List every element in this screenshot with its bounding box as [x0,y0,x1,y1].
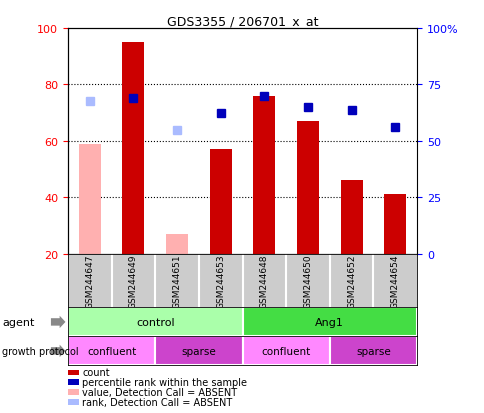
Text: percentile rank within the sample: percentile rank within the sample [82,377,247,387]
Text: GSM244651: GSM244651 [172,254,181,308]
Bar [383,195,405,254]
Text: Ang1: Ang1 [315,317,344,327]
Text: GSM244652: GSM244652 [347,254,355,308]
Text: GSM244647: GSM244647 [85,254,94,308]
Text: rank, Detection Call = ABSENT: rank, Detection Call = ABSENT [82,397,232,407]
Bar [78,144,101,254]
Text: GSM244653: GSM244653 [216,254,225,308]
Bar [68,337,155,366]
Bar [68,308,242,337]
Bar [329,337,416,366]
Text: value, Detection Call = ABSENT: value, Detection Call = ABSENT [82,387,237,397]
Text: GSM244648: GSM244648 [259,254,268,308]
Text: GSM244654: GSM244654 [390,254,399,308]
Bar [242,308,416,337]
Bar [166,234,188,254]
Text: sparse: sparse [181,346,216,356]
Text: growth protocol: growth protocol [2,346,79,356]
Text: count: count [82,368,110,377]
Title: GDS3355 / 206701_x_at: GDS3355 / 206701_x_at [166,15,318,28]
Bar [242,337,329,366]
Text: GSM244650: GSM244650 [303,254,312,308]
Text: confluent: confluent [87,346,136,356]
Text: control: control [136,317,174,327]
Text: GSM244649: GSM244649 [129,254,137,308]
Bar [122,43,144,254]
Text: sparse: sparse [355,346,390,356]
Bar [155,337,242,366]
Text: agent: agent [2,317,35,327]
Bar [340,181,362,254]
Bar [209,150,231,254]
Bar [253,96,275,254]
Text: confluent: confluent [261,346,310,356]
Bar [296,122,318,254]
